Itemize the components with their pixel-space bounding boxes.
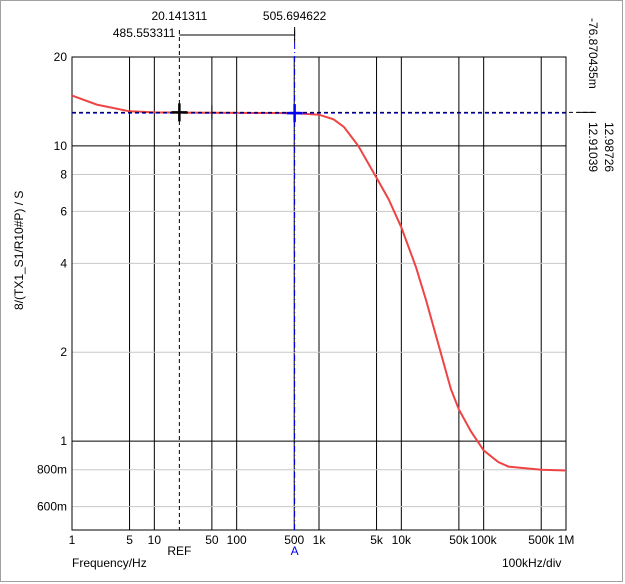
- x-tick-label: 10: [148, 533, 162, 547]
- ref-cursor-label: REF: [167, 544, 191, 558]
- y-tick-label: 8: [60, 167, 67, 181]
- x-scale-label: 100kHz/div: [502, 556, 562, 570]
- x-tick-label: 100k: [471, 533, 498, 547]
- y-axis-label: 8/(TX1_S1/R10#P) / S: [12, 190, 26, 310]
- x-tick-label: 1M: [558, 533, 575, 547]
- x-tick-label: 500: [284, 533, 304, 547]
- ref-y-readout: 12.98726: [602, 122, 616, 172]
- a-marker: [286, 104, 303, 123]
- series-line: [71, 94, 567, 472]
- x-tick-label: 5: [126, 533, 133, 547]
- x-axis-label: Frequency/Hz: [72, 556, 147, 570]
- x-tick-label: 1: [69, 533, 76, 547]
- a-y-readout: 12.91039: [586, 122, 600, 172]
- x-tick-label: 50k: [449, 533, 469, 547]
- ref-x-readout: 20.141311: [151, 9, 207, 23]
- x-tick-label: 100: [227, 533, 247, 547]
- ref-marker: [171, 103, 188, 122]
- y-tick-label: 6: [60, 204, 67, 218]
- y-tick-label: 1: [60, 434, 67, 448]
- delta-x-readout: 485.553311: [113, 26, 176, 40]
- y-tick-label: 10: [54, 139, 68, 153]
- y-tick-label: 2: [60, 345, 67, 359]
- x-tick-label: 10k: [392, 533, 412, 547]
- x-tick-label: 1k: [313, 533, 327, 547]
- y-tick-label: 20: [54, 50, 68, 64]
- x-tick-label: 500k: [528, 533, 555, 547]
- a-x-readout: 505.694622: [263, 9, 327, 23]
- y-tick-label: 800m: [37, 463, 67, 477]
- a-cursor-label: A: [291, 544, 299, 558]
- x-tick-label: 5k: [370, 533, 384, 547]
- delta-y-readout: -76.870435m: [586, 18, 600, 89]
- plot-border: [71, 56, 567, 531]
- y-tick-label: 600m: [37, 500, 67, 514]
- x-tick-label: 50: [205, 533, 219, 547]
- y-tick-label: 4: [60, 256, 67, 270]
